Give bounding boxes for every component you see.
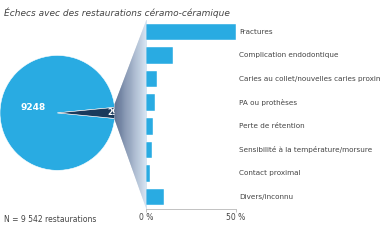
Text: Complication endodontique: Complication endodontique xyxy=(239,52,339,59)
Polygon shape xyxy=(140,35,141,193)
Polygon shape xyxy=(145,21,146,207)
Polygon shape xyxy=(132,56,133,170)
Polygon shape xyxy=(135,48,136,179)
Polygon shape xyxy=(125,75,126,151)
Polygon shape xyxy=(127,69,128,157)
Text: Caries au collet/nouvelles caries proximales: Caries au collet/nouvelles caries proxim… xyxy=(239,76,380,82)
Polygon shape xyxy=(128,66,129,160)
Polygon shape xyxy=(141,33,142,195)
Polygon shape xyxy=(126,72,127,154)
Text: Échecs avec des restaurations céramo-céramique: Échecs avec des restaurations céramo-cér… xyxy=(4,7,230,17)
Polygon shape xyxy=(121,86,122,139)
Polygon shape xyxy=(130,61,131,166)
Polygon shape xyxy=(118,93,119,131)
Polygon shape xyxy=(117,96,118,129)
Text: Contact proximal: Contact proximal xyxy=(239,170,301,177)
Polygon shape xyxy=(131,58,132,169)
Bar xyxy=(146,142,152,158)
Wedge shape xyxy=(57,107,115,118)
Polygon shape xyxy=(116,98,117,126)
Bar xyxy=(146,94,155,111)
Polygon shape xyxy=(143,27,144,201)
Polygon shape xyxy=(123,80,124,145)
Text: 294: 294 xyxy=(107,108,123,117)
Polygon shape xyxy=(136,45,137,182)
Text: N = 9 542 restaurations: N = 9 542 restaurations xyxy=(4,215,96,224)
Text: 9248: 9248 xyxy=(20,103,46,112)
Polygon shape xyxy=(142,29,143,200)
Polygon shape xyxy=(133,54,134,173)
Polygon shape xyxy=(134,51,135,176)
Bar xyxy=(146,118,154,135)
Polygon shape xyxy=(124,77,125,148)
Polygon shape xyxy=(122,83,123,142)
Polygon shape xyxy=(138,40,139,188)
Text: Perte de rétention: Perte de rétention xyxy=(239,123,304,129)
Text: Sensibilité à la température/morsure: Sensibilité à la température/morsure xyxy=(239,146,372,153)
Polygon shape xyxy=(129,65,130,161)
Polygon shape xyxy=(144,24,145,204)
Bar xyxy=(146,47,173,64)
Bar xyxy=(146,189,164,205)
Text: PA ou prothèses: PA ou prothèses xyxy=(239,99,297,106)
Polygon shape xyxy=(119,90,120,135)
Bar xyxy=(146,165,150,182)
Polygon shape xyxy=(139,37,140,191)
Text: Fractures: Fractures xyxy=(239,29,272,35)
Polygon shape xyxy=(120,87,121,138)
Bar xyxy=(146,24,236,40)
Text: Divers/inconnu: Divers/inconnu xyxy=(239,194,293,200)
Wedge shape xyxy=(0,55,115,170)
Polygon shape xyxy=(115,101,116,122)
Polygon shape xyxy=(137,42,138,185)
Bar xyxy=(146,71,157,87)
